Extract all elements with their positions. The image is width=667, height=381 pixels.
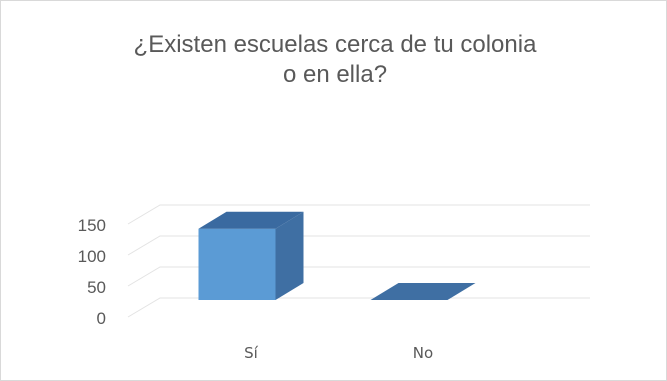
bar-top-face xyxy=(198,211,304,229)
gridline xyxy=(127,204,590,225)
y-axis-ticks: 0 50 100 150 xyxy=(78,216,106,328)
bar-front-face xyxy=(198,228,276,300)
y-tick-label: 0 xyxy=(97,309,106,328)
bars xyxy=(198,211,476,300)
y-tick-label: 100 xyxy=(78,247,106,266)
gridline xyxy=(127,235,590,256)
bar-no xyxy=(370,283,476,300)
bar-side-face xyxy=(275,211,304,300)
x-category-label: No xyxy=(413,344,433,362)
gridline xyxy=(127,266,590,287)
x-category-label: Sí xyxy=(244,344,259,362)
chart-title-line-2: o en ella? xyxy=(283,61,387,88)
gridlines xyxy=(127,204,590,318)
y-tick-label: 50 xyxy=(87,278,106,297)
y-tick-label: 150 xyxy=(78,216,106,235)
gridline xyxy=(127,297,590,318)
x-axis-categories: Sí No xyxy=(244,344,433,362)
bar-top-face xyxy=(370,283,476,300)
chart-title-line-1: ¿Existen escuelas cerca de tu colonia xyxy=(134,31,538,58)
bar-si xyxy=(198,211,304,300)
